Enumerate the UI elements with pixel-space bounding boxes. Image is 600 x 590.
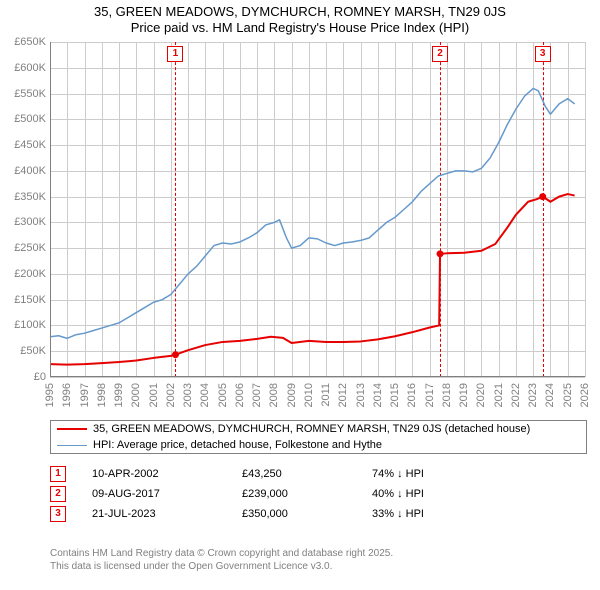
xtick-label: 2018 — [441, 383, 453, 407]
ytick-label: £600K — [14, 62, 50, 74]
xtick-label: 2005 — [217, 383, 229, 407]
events-row-marker: 2 — [50, 486, 66, 502]
xtick-label: 2013 — [355, 383, 367, 407]
xtick-label: 2008 — [268, 383, 280, 407]
legend: 35, GREEN MEADOWS, DYMCHURCH, ROMNEY MAR… — [50, 420, 587, 454]
events-row-price: £239,000 — [242, 488, 372, 500]
legend-swatch — [57, 428, 87, 430]
legend-row: HPI: Average price, detached house, Folk… — [51, 437, 586, 453]
events-row-delta: 40% ↓ HPI — [372, 488, 472, 500]
footer-line1: Contains HM Land Registry data © Crown c… — [50, 548, 393, 561]
ytick-label: £350K — [14, 191, 50, 203]
events-row: 2 09-AUG-2017£239,00040% ↓ HPI — [50, 486, 472, 502]
axis-bottom — [50, 376, 585, 377]
series-hpi — [50, 88, 575, 338]
ytick-label: £200K — [14, 268, 50, 280]
axis-left — [50, 42, 51, 377]
legend-label: 35, GREEN MEADOWS, DYMCHURCH, ROMNEY MAR… — [93, 423, 530, 435]
xtick-label: 2012 — [337, 383, 349, 407]
events-row-date: 21-JUL-2023 — [92, 508, 242, 520]
legend-label: HPI: Average price, detached house, Folk… — [93, 439, 382, 451]
xtick-label: 2006 — [234, 383, 246, 407]
xtick-label: 2015 — [389, 383, 401, 407]
gridline-h — [50, 377, 585, 378]
events-row-marker: 1 — [50, 466, 66, 482]
xtick-label: 2011 — [320, 383, 332, 407]
xtick-label: 2010 — [303, 383, 315, 407]
events-row-price: £43,250 — [242, 468, 372, 480]
xtick-label: 2009 — [286, 383, 298, 407]
ytick-label: £500K — [14, 113, 50, 125]
xtick-label: 2024 — [544, 383, 556, 407]
xtick-label: 2002 — [165, 383, 177, 407]
title-line1: 35, GREEN MEADOWS, DYMCHURCH, ROMNEY MAR… — [0, 4, 600, 20]
xtick-label: 2000 — [130, 383, 142, 407]
events-row-delta: 74% ↓ HPI — [372, 468, 472, 480]
events-row-price: £350,000 — [242, 508, 372, 520]
series-marker — [172, 351, 179, 358]
gridline-v — [585, 42, 586, 377]
xtick-label: 2014 — [372, 383, 384, 407]
events-table: 1 10-APR-2002£43,25074% ↓ HPI 2 09-AUG-2017… — [50, 466, 472, 526]
xtick-label: 1996 — [61, 383, 73, 407]
xtick-label: 1997 — [79, 383, 91, 407]
xtick-label: 2026 — [579, 383, 591, 407]
xtick-label: 2016 — [406, 383, 418, 407]
ytick-label: £50K — [20, 345, 50, 357]
ytick-label: £100K — [14, 319, 50, 331]
xtick-label: 2001 — [148, 383, 160, 407]
plot-area: £0£50K£100K£150K£200K£250K£300K£350K£400… — [50, 42, 585, 377]
xtick-label: 2003 — [182, 383, 194, 407]
ytick-label: £450K — [14, 139, 50, 151]
xtick-label: 2021 — [493, 383, 505, 407]
chart-container: { "title": { "line1": "35, GREEN MEADOWS… — [0, 0, 600, 590]
attribution-footer: Contains HM Land Registry data © Crown c… — [50, 548, 393, 573]
ytick-label: £650K — [14, 36, 50, 48]
xtick-label: 1995 — [44, 383, 56, 407]
xtick-label: 2023 — [527, 383, 539, 407]
events-row-delta: 33% ↓ HPI — [372, 508, 472, 520]
xtick-label: 2004 — [199, 383, 211, 407]
ytick-label: £150K — [14, 294, 50, 306]
events-row-date: 10-APR-2002 — [92, 468, 242, 480]
series-marker — [437, 250, 444, 257]
events-row: 1 10-APR-2002£43,25074% ↓ HPI — [50, 466, 472, 482]
xtick-label: 2019 — [458, 383, 470, 407]
ytick-label: £300K — [14, 216, 50, 228]
ytick-label: £0 — [34, 371, 50, 383]
chart-title: 35, GREEN MEADOWS, DYMCHURCH, ROMNEY MAR… — [0, 4, 600, 35]
xtick-label: 2025 — [562, 383, 574, 407]
xtick-label: 1998 — [96, 383, 108, 407]
events-row-marker: 3 — [50, 506, 66, 522]
xtick-label: 2007 — [251, 383, 263, 407]
xtick-label: 2022 — [510, 383, 522, 407]
events-row-date: 09-AUG-2017 — [92, 488, 242, 500]
title-line2: Price paid vs. HM Land Registry's House … — [0, 20, 600, 36]
xtick-label: 1999 — [113, 383, 125, 407]
ytick-label: £550K — [14, 88, 50, 100]
xtick-label: 2017 — [424, 383, 436, 407]
events-row: 3 21-JUL-2023£350,00033% ↓ HPI — [50, 506, 472, 522]
ytick-label: £400K — [14, 165, 50, 177]
xtick-label: 2020 — [475, 383, 487, 407]
legend-row: 35, GREEN MEADOWS, DYMCHURCH, ROMNEY MAR… — [51, 421, 586, 437]
ytick-label: £250K — [14, 242, 50, 254]
legend-swatch — [57, 445, 87, 446]
series-svg — [50, 42, 585, 377]
footer-line2: This data is licensed under the Open Gov… — [50, 561, 393, 574]
series-marker — [539, 193, 546, 200]
series-property — [50, 194, 575, 365]
